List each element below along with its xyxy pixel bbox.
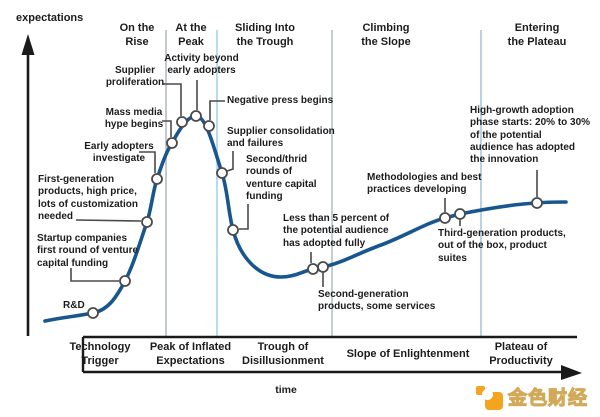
watermark-jinse-finance: 金色财经 <box>476 383 588 410</box>
connector-line <box>70 268 119 282</box>
milestone-marker <box>216 167 228 179</box>
jinse-logo-icon <box>476 383 503 410</box>
top-phase-at-the-peak: At the Peak <box>175 22 207 49</box>
x-axis-label: time <box>275 384 297 396</box>
annotation-rnd: R&D <box>63 300 85 311</box>
annotation-mass-media: Mass media hype begins <box>104 107 164 131</box>
annotation-supplier-proliferation: Supplier proliferation <box>105 65 165 89</box>
annotation-high-growth-adoption: High-growth adoption phase starts: 20% t… <box>470 105 591 166</box>
milestone-marker <box>203 120 215 132</box>
milestone-marker <box>317 261 329 273</box>
bottom-phase-trough-of-disillusionment: Trough of Disillusionment <box>242 341 324 367</box>
connector-line <box>162 120 172 137</box>
bottom-phase-slope-of-enlightenment: Slope of Enlightenment <box>346 348 470 360</box>
watermark-text: 金色财经 <box>507 387 589 410</box>
connector-line <box>239 204 249 230</box>
jinse-logo-square <box>482 389 503 410</box>
connector-line <box>163 83 182 116</box>
x-axis-box <box>81 335 577 374</box>
milestone-marker <box>166 137 178 149</box>
milestone-marker <box>119 275 131 287</box>
annotation-first-generation: First-generation products, high price, l… <box>38 174 138 222</box>
connector-line <box>226 151 234 172</box>
y-axis-label: expectations <box>16 12 84 24</box>
milestone-marker <box>531 197 543 209</box>
milestone-marker <box>176 116 188 128</box>
annotation-negative-press: Negative press begins <box>227 95 334 106</box>
top-phase-climbing-the-slope: Climbing the Slope <box>361 22 411 49</box>
top-phase-entering-the-plateau: Entering the Plateau <box>507 22 567 49</box>
milestone-marker <box>151 173 163 185</box>
connector-line <box>209 100 225 120</box>
milestone-markers <box>87 110 543 319</box>
milestone-marker <box>454 208 466 220</box>
bottom-phase-plateau-of-productivity: Plateau of Productivity <box>489 341 553 367</box>
top-phase-on-the-rise: On the Rise <box>119 22 155 49</box>
milestone-marker <box>227 224 239 236</box>
connector-line <box>75 219 142 222</box>
jinse-logo-dot <box>476 386 485 395</box>
top-phase-sliding-into-trough: Sliding Into the Trough <box>235 22 295 49</box>
connector-line <box>139 151 156 173</box>
annotation-methodologies: Methodologies and best practices develop… <box>367 172 482 196</box>
milestone-marker <box>439 212 451 224</box>
bottom-phase-peak-of-inflated-expectations: Peak of Inflated Expectations <box>149 341 232 367</box>
annotation-activity-beyond: Activity beyond early adopters <box>164 53 239 77</box>
annotation-second-thrid-rounds: Second/thrid rounds of venture capital f… <box>246 154 317 202</box>
phase-dividers <box>165 30 482 337</box>
annotation-second-generation: Second-generation products, some service… <box>318 289 436 313</box>
annotation-early-adopters: Early adopters investigate <box>84 141 154 165</box>
annotation-supplier-consolidation: Supplier consolidation and failures <box>227 126 335 150</box>
annotation-third-generation: Third-generation products, out of the bo… <box>438 228 566 264</box>
bottom-phase-technology-trigger: Technology Trigger <box>69 341 131 367</box>
milestone-marker <box>307 263 319 275</box>
milestone-marker <box>87 307 99 319</box>
time-arrowhead <box>561 365 582 380</box>
milestone-marker <box>190 110 202 122</box>
annotation-connectors <box>70 80 538 287</box>
y-axis-arrow <box>21 34 35 336</box>
milestone-marker <box>141 216 153 228</box>
annotation-less-than-5-percent: Less than 5 percent of the potential aud… <box>283 213 390 249</box>
annotation-startup-funding: Startup companies first round of venture… <box>37 233 139 269</box>
